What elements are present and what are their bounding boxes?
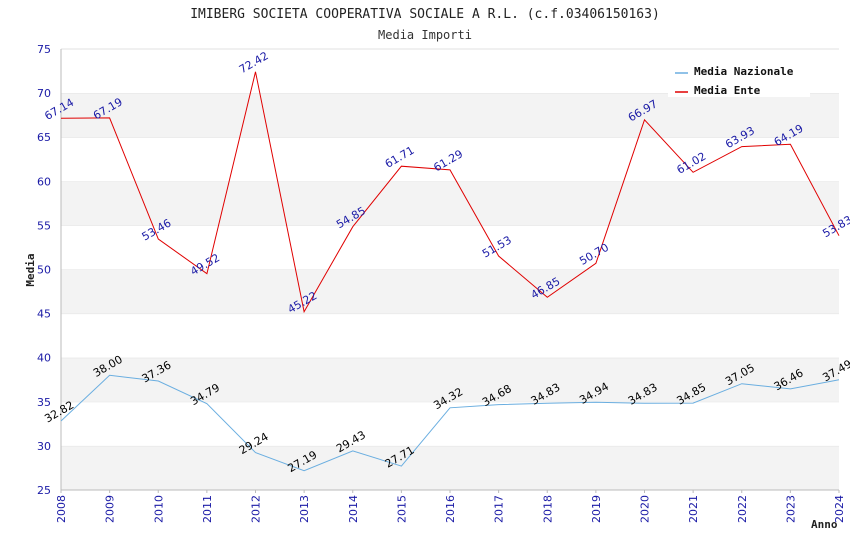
y-tick-label: 30 [37, 440, 51, 453]
y-tick-labels: 25 30 35 40 45 50 55 60 65 70 75 [37, 43, 51, 497]
legend-label-media-nazionale: Media Nazionale [694, 65, 794, 78]
grid-band [61, 93, 839, 138]
x-tick-label: 2012 [250, 495, 263, 523]
grid-band [61, 181, 839, 226]
x-tick-labels: 2008 2009 2010 2011 2012 2013 2014 2015 2016 2017… [55, 490, 846, 523]
x-tick-label: 2019 [590, 495, 603, 523]
x-tick-label: 2010 [152, 495, 165, 523]
x-tick-label: 2023 [784, 495, 797, 523]
grid-band [61, 313, 839, 358]
grid-band [61, 137, 839, 182]
y-tick-label: 65 [37, 131, 51, 144]
series-lines [60, 71, 840, 472]
y-tick-label: 35 [37, 396, 51, 409]
series-line-media-ente [60, 71, 840, 314]
x-tick-label: 2009 [104, 495, 117, 523]
x-tick-label: 2022 [736, 495, 749, 523]
x-axis-label: Anno [811, 518, 838, 531]
y-tick-label: 50 [37, 264, 51, 277]
grid-band [61, 225, 839, 270]
y-tick-label: 70 [37, 87, 51, 100]
x-tick-label: 2024 [833, 495, 846, 523]
y-axis-label: Media [24, 253, 37, 286]
chart-subtitle: Media Importi [378, 28, 472, 42]
y-tick-label: 45 [37, 308, 51, 321]
x-tick-label: 2017 [493, 495, 506, 523]
x-tick-label: 2016 [444, 495, 457, 523]
grid-bands [61, 48, 839, 490]
legend: Media Nazionale Media Ente [668, 60, 810, 97]
grid-band [61, 445, 839, 490]
grid-band [61, 269, 839, 314]
y-tick-label: 25 [37, 484, 51, 497]
y-tick-label: 40 [37, 352, 51, 365]
x-tick-label: 2011 [201, 495, 214, 523]
x-tick-label: 2020 [639, 495, 652, 523]
x-tick-label: 2013 [298, 495, 311, 523]
grid-band [61, 401, 839, 446]
x-tick-label: 2008 [55, 495, 68, 523]
x-tick-label: 2018 [541, 495, 554, 523]
x-tick-label: 2015 [395, 495, 408, 523]
y-tick-label: 75 [37, 43, 51, 56]
legend-label-media-ente: Media Ente [694, 84, 761, 97]
grid-band [61, 357, 839, 402]
series-line-media-nazionale [60, 374, 840, 472]
chart-title: IMIBERG SOCIETA COOPERATIVA SOCIALE A R.… [190, 7, 660, 22]
x-tick-label: 2021 [687, 495, 700, 523]
legend-box [668, 60, 810, 97]
y-tick-label: 55 [37, 219, 51, 232]
y-tick-label: 60 [37, 175, 51, 188]
x-tick-label: 2014 [347, 495, 360, 523]
